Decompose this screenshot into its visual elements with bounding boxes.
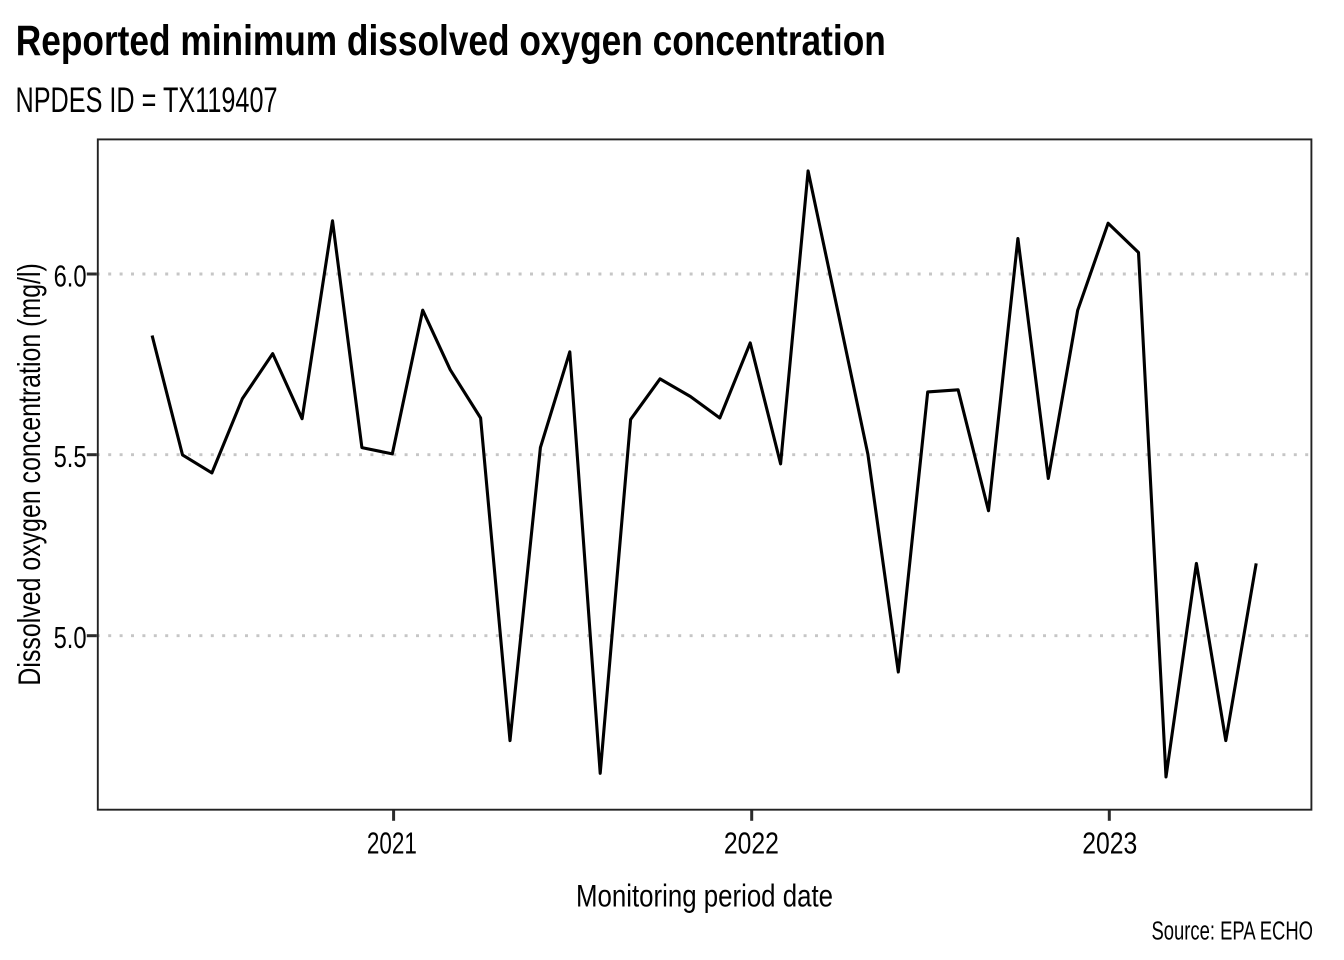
svg-text:2023: 2023 xyxy=(1082,826,1137,861)
svg-text:2021: 2021 xyxy=(367,826,417,861)
svg-text:2022: 2022 xyxy=(724,826,779,861)
svg-text:5.0: 5.0 xyxy=(54,620,87,655)
svg-text:Monitoring period date: Monitoring period date xyxy=(576,878,833,913)
svg-text:6.0: 6.0 xyxy=(54,258,87,293)
svg-text:NPDES ID = TX119407: NPDES ID = TX119407 xyxy=(16,81,278,120)
svg-text:Dissolved oxygen concentration: Dissolved oxygen concentration (mg/l) xyxy=(11,263,47,685)
svg-text:Source: EPA ECHO: Source: EPA ECHO xyxy=(1152,916,1314,946)
svg-text:Reported minimum dissolved oxy: Reported minimum dissolved oxygen concen… xyxy=(16,17,886,65)
svg-text:5.5: 5.5 xyxy=(54,439,87,474)
